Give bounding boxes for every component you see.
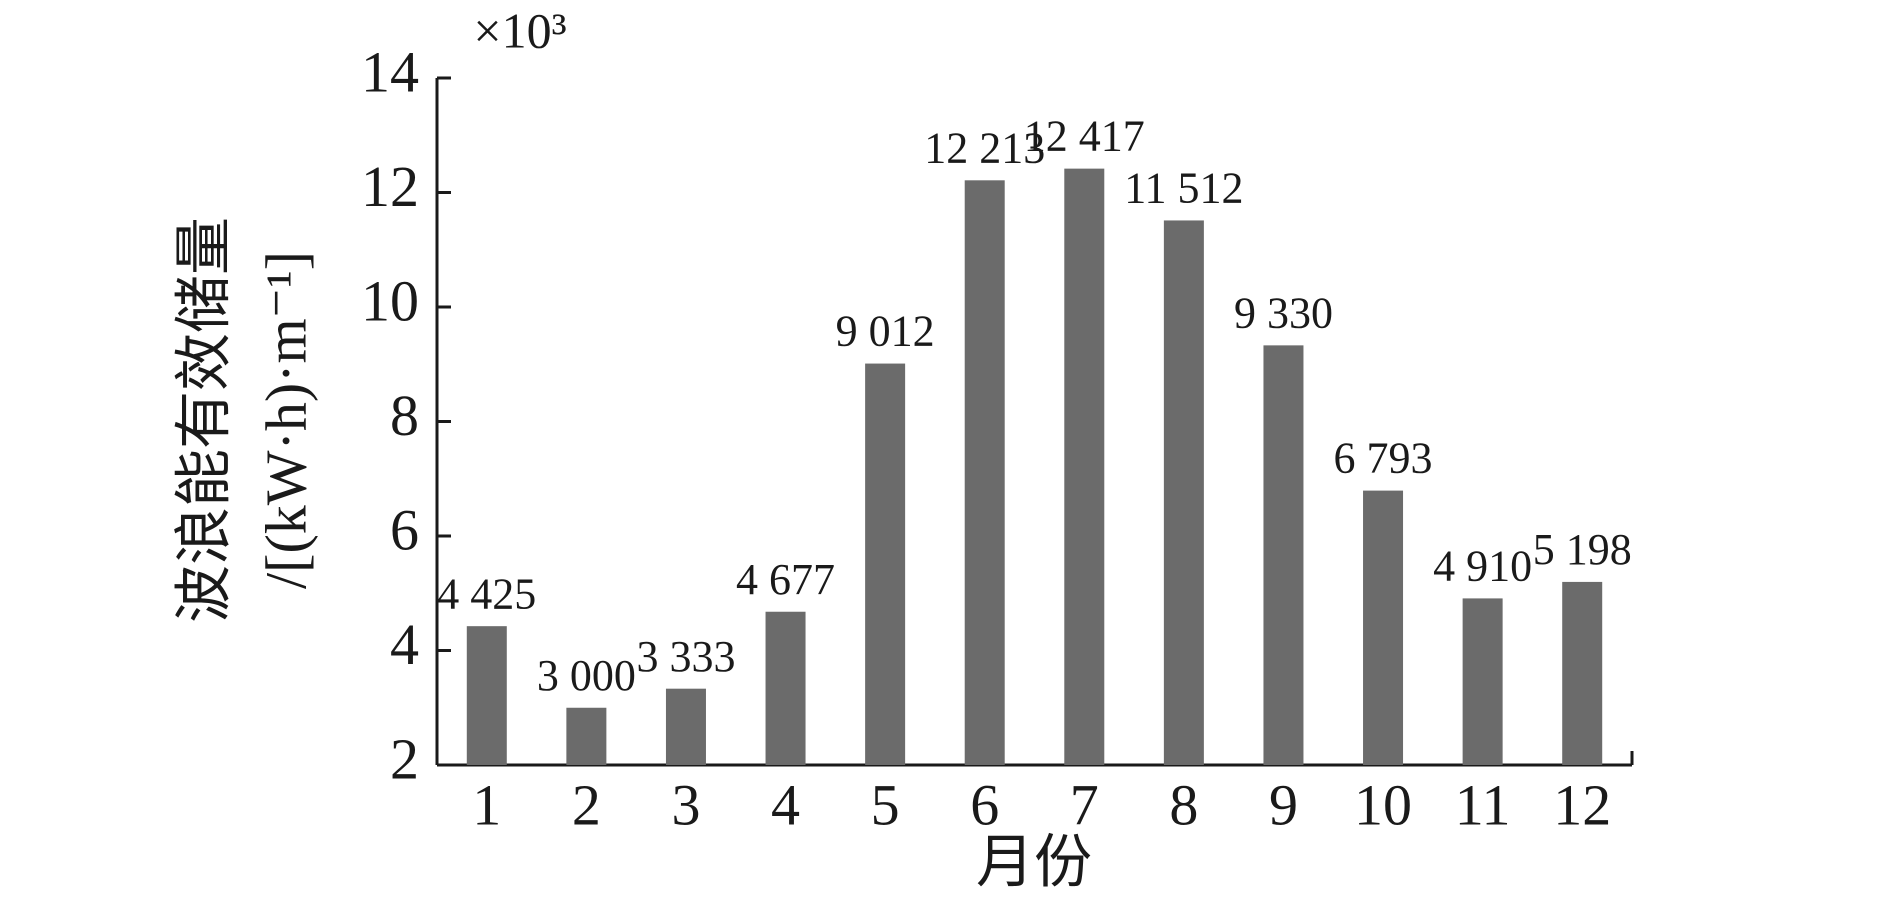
x-tick-label: 6	[970, 772, 999, 837]
bar	[765, 611, 806, 765]
x-tick-label: 12	[1553, 772, 1611, 837]
x-tick-label: 7	[1070, 772, 1099, 837]
bar	[1363, 490, 1404, 765]
y-axis-label: /[(kW·h)·m⁻¹]	[253, 251, 318, 589]
value-label: 9 330	[1234, 288, 1333, 337]
value-label: 5 198	[1533, 525, 1632, 574]
value-label: 12 213	[924, 123, 1045, 172]
value-label: 12 417	[1024, 112, 1145, 161]
y-multiplier: ×10³	[473, 2, 566, 58]
value-label: 4 677	[736, 555, 835, 604]
value-label: 3 333	[636, 632, 735, 681]
y-tick-label: 14	[361, 39, 419, 104]
x-tick-label: 11	[1455, 772, 1511, 837]
x-tick-label: 4	[771, 772, 800, 837]
bar	[466, 626, 507, 765]
bar	[964, 180, 1005, 765]
bar	[665, 688, 706, 765]
x-tick-label: 8	[1169, 772, 1198, 837]
bar	[1064, 168, 1105, 765]
y-tick-label: 4	[390, 612, 419, 677]
bar	[1163, 220, 1204, 766]
x-tick-label: 2	[572, 772, 601, 837]
x-axis-label: 月份	[976, 829, 1092, 894]
y-tick-label: 10	[361, 268, 419, 333]
bar	[1562, 581, 1603, 765]
x-tick-label: 1	[472, 772, 501, 837]
y-axis-label: 波浪能有效储量	[171, 217, 236, 623]
value-label: 4 910	[1433, 541, 1532, 590]
x-tick-label: 9	[1269, 772, 1298, 837]
y-tick-label: 12	[361, 154, 419, 219]
value-label: 9 012	[836, 307, 935, 356]
y-tick-label: 8	[390, 383, 419, 448]
x-tick-label: 5	[871, 772, 900, 837]
bar	[1462, 598, 1503, 765]
value-label: 6 793	[1334, 434, 1433, 483]
bar	[566, 707, 607, 765]
y-tick-label: 2	[390, 726, 419, 791]
x-tick-label: 10	[1354, 772, 1412, 837]
value-label: 3 000	[537, 651, 636, 700]
x-tick-label: 3	[671, 772, 700, 837]
value-label: 4 425	[437, 569, 536, 618]
y-tick-label: 6	[390, 497, 419, 562]
value-label: 11 512	[1124, 164, 1243, 213]
bar	[865, 363, 906, 765]
bar	[1263, 345, 1304, 765]
